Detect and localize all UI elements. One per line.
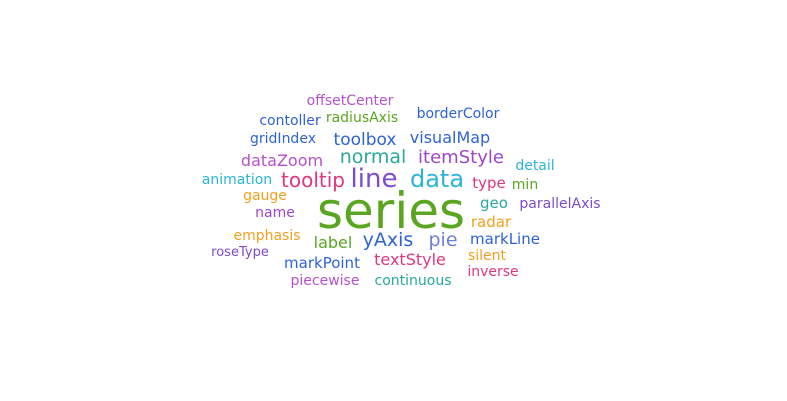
word-markline: markLine [470,230,540,248]
word-line: line [351,164,398,194]
word-inverse: inverse [467,264,518,280]
word-visualmap: visualMap [410,128,490,147]
word-tooltip: tooltip [281,168,345,192]
word-radiusaxis: radiusAxis [326,110,398,126]
word-gridindex: gridIndex [250,131,316,147]
word-itemstyle: itemStyle [418,147,504,168]
word-markpoint: markPoint [284,254,360,272]
word-detail: detail [515,158,554,174]
word-animation: animation [202,172,272,188]
word-continuous: continuous [375,273,452,289]
word-series: series [317,182,465,240]
word-radar: radar [471,213,512,231]
word-data: data [410,165,464,193]
word-contoller: contoller [259,113,321,129]
word-emphasis: emphasis [233,228,300,244]
word-geo: geo [480,194,508,212]
word-bordercolor: borderColor [417,106,500,122]
word-parallelaxis: parallelAxis [519,196,600,212]
word-normal: normal [340,146,407,168]
word-type: type [472,174,506,192]
word-min: min [512,177,538,193]
word-toolbox: toolbox [334,130,397,150]
word-name: name [255,205,295,221]
word-gauge: gauge [243,188,287,204]
word-silent: silent [468,248,507,264]
word-rosetype: roseType [211,245,269,260]
word-label: label [314,233,353,252]
word-datazoom: dataZoom [241,151,323,170]
word-yaxis: yAxis [363,229,414,251]
word-pie: pie [428,229,457,251]
word-textstyle: textStyle [374,250,446,269]
word-offsetcenter: offsetCenter [307,93,394,109]
word-piecewise: piecewise [291,273,360,289]
